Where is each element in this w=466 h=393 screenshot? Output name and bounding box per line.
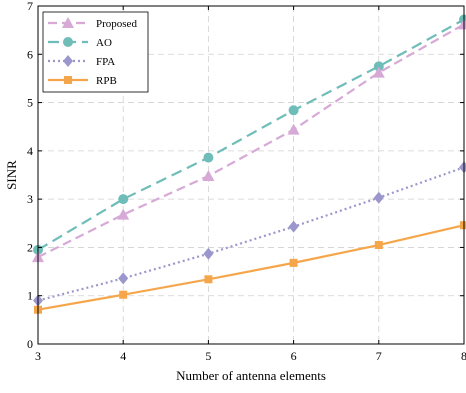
x-tick-label: 7 <box>376 349 382 363</box>
legend-label-ao: AO <box>96 37 112 49</box>
x-tick-label: 8 <box>461 349 466 363</box>
legend-box <box>42 11 149 93</box>
y-tick-label: 7 <box>27 0 33 13</box>
x-axis-label: Number of antenna elements <box>176 368 326 383</box>
data-point-proposed <box>202 169 215 181</box>
grid <box>38 6 464 344</box>
data-point-rpb <box>289 258 298 267</box>
legend-marker-ao <box>63 37 73 47</box>
data-point-fpa <box>118 272 129 285</box>
data-point-ao <box>288 105 299 116</box>
data-point-rpb <box>460 221 466 230</box>
y-tick-label: 6 <box>27 47 33 61</box>
data-point-ao <box>203 152 214 163</box>
legend-label-fpa: FPA <box>96 56 115 68</box>
data-point-rpb <box>119 290 128 299</box>
x-tick-label: 4 <box>120 349 126 363</box>
data-point-proposed <box>372 66 385 78</box>
y-tick-label: 0 <box>27 337 33 351</box>
y-axis-label: SINR <box>4 160 19 190</box>
legend-label-proposed: Proposed <box>96 18 137 30</box>
y-tick-label: 1 <box>27 289 33 303</box>
data-point-rpb <box>204 275 213 284</box>
series-fpa <box>33 161 466 307</box>
data-point-ao <box>373 61 384 72</box>
legend-marker-rpb <box>64 76 72 84</box>
legend-marker-fpa <box>63 55 73 67</box>
series-line-fpa <box>37 166 465 302</box>
data-point-fpa <box>203 247 214 260</box>
y-tick-label: 4 <box>27 144 33 158</box>
legend-marker-proposed <box>62 17 74 28</box>
data-point-rpb <box>374 241 383 250</box>
y-tick-label: 3 <box>27 192 33 206</box>
plot-frame <box>37 5 465 345</box>
data-point-fpa <box>373 191 384 204</box>
legend: Proposed AO FPA RPB <box>42 11 149 93</box>
data-point-fpa <box>288 220 299 233</box>
y-tick-label: 2 <box>27 240 33 254</box>
x-tick-label: 6 <box>291 349 297 363</box>
x-tick-label: 5 <box>205 349 211 363</box>
series-rpb <box>34 221 466 314</box>
x-tick-label: 3 <box>35 349 41 363</box>
data-point-ao <box>118 194 129 205</box>
axes: 3 4 5 6 7 8 0 1 2 3 4 5 6 7 <box>27 0 466 363</box>
data-point-proposed <box>287 123 300 135</box>
y-tick-label: 5 <box>27 96 33 110</box>
series-line-ao <box>37 18 465 251</box>
legend-label-rpb: RPB <box>96 75 117 87</box>
series-line-rpb <box>37 224 465 311</box>
data-point-fpa <box>459 161 466 174</box>
data-point-proposed <box>117 208 130 220</box>
